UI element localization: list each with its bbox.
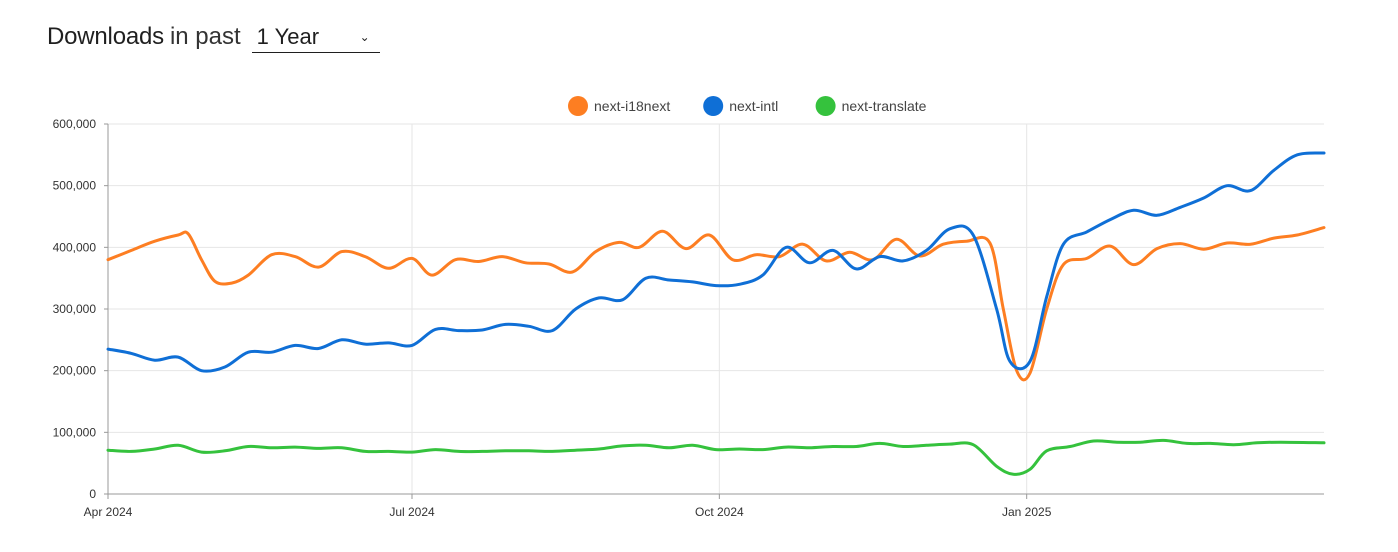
chart-grid <box>107 123 1324 495</box>
header-title: Downloads <box>47 23 164 50</box>
x-tick-label: Jan 2025 <box>1002 505 1052 519</box>
y-tick-label: 200,000 <box>53 364 97 378</box>
x-tick-label: Jul 2024 <box>389 505 435 519</box>
y-tick-label: 600,000 <box>53 117 97 131</box>
y-tick-label: 500,000 <box>53 179 97 193</box>
y-tick-label: 0 <box>89 487 96 501</box>
period-select[interactable]: 1 Year ⌄ <box>251 22 380 53</box>
chart-legend: next-i18next next-intl next-translate <box>568 96 927 116</box>
header-subtitle: in past <box>169 23 241 50</box>
x-tick-label: Oct 2024 <box>695 505 744 519</box>
legend-label-next-intl: next-intl <box>729 98 778 114</box>
y-tick-label: 100,000 <box>53 425 97 439</box>
legend-marker-next-i18next <box>568 96 588 116</box>
legend-marker-next-intl <box>703 96 724 116</box>
series-line-next-translate <box>106 438 1326 476</box>
y-tick-label: 400,000 <box>53 240 97 254</box>
y-tick-label: 300,000 <box>53 302 97 316</box>
chart-lines <box>106 151 1326 476</box>
downloads-header: Downloads in past 1 Year ⌄ <box>47 22 380 53</box>
chart-axes: 0 100,000 200,000 300,000 400,000 500,000 600,… <box>53 117 1324 519</box>
x-tick-label: Apr 2024 <box>84 505 133 519</box>
series-line-next-i18next <box>106 226 1326 382</box>
series-line-next-intl <box>106 151 1326 373</box>
chevron-down-icon: ⌄ <box>359 30 370 44</box>
period-select-value: 1 Year <box>256 24 320 49</box>
legend-label-next-i18next: next-i18next <box>594 98 670 114</box>
legend-label-next-translate: next-translate <box>842 98 927 114</box>
legend-marker-next-translate <box>815 96 836 116</box>
